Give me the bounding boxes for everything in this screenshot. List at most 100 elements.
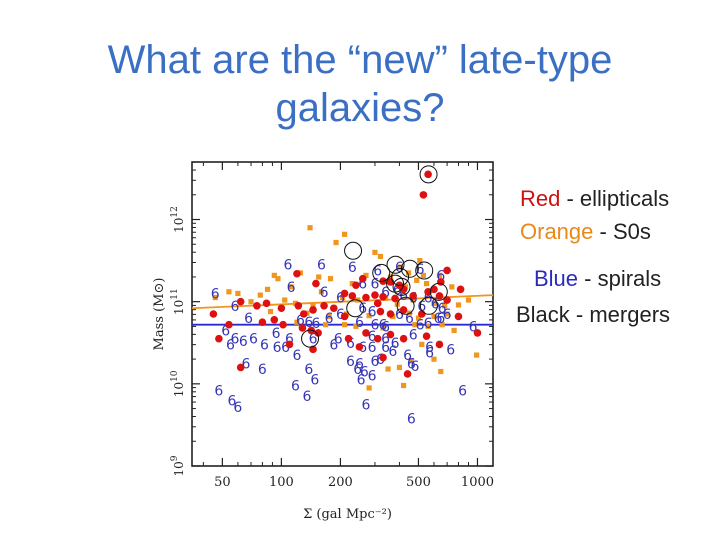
s0-point — [410, 297, 416, 303]
s0-point — [385, 366, 391, 372]
spiral-point: 6 — [458, 383, 467, 399]
elliptical-point — [270, 315, 279, 324]
legend-sep: - — [593, 219, 613, 244]
spiral-point: 6 — [329, 337, 338, 353]
s0-point — [267, 308, 274, 315]
spiral-point: 6 — [334, 332, 343, 348]
spiral-point: 6 — [362, 397, 371, 413]
spiral-point: 6 — [381, 285, 390, 301]
spiral-point: 6 — [346, 354, 355, 370]
spiral-point: 6 — [405, 311, 414, 327]
spiral-point: 6 — [370, 354, 379, 370]
s0-point — [341, 322, 348, 328]
spiral-point: 6 — [381, 340, 390, 356]
spiral-point: 6 — [231, 299, 240, 315]
elliptical-point — [373, 299, 382, 308]
merger-point — [392, 277, 411, 296]
elliptical-point — [473, 329, 482, 337]
legend-item-mergers: Black - mergers — [516, 302, 670, 328]
spiral-point: 6 — [424, 316, 433, 332]
s0-point — [271, 272, 277, 278]
s0-point — [275, 276, 281, 282]
spiral-point: 6 — [469, 319, 478, 335]
spiral-point: 6 — [438, 301, 447, 317]
elliptical-point — [362, 329, 370, 337]
spiral-point: 6 — [317, 258, 326, 274]
spiral-point: 6 — [446, 342, 455, 358]
legend-desc: spirals — [597, 266, 662, 291]
legend-sep: - — [578, 266, 598, 291]
spiral-point: 6 — [355, 356, 364, 372]
merger-point — [386, 255, 405, 274]
y-tick-label: 1011 — [170, 288, 186, 315]
spiral-point: 6 — [260, 337, 269, 353]
spiral-point: 6 — [239, 334, 248, 350]
elliptical-point — [386, 310, 395, 318]
s0-point — [333, 239, 339, 246]
elliptical-point — [399, 306, 408, 314]
spiral-point: 6 — [411, 359, 420, 375]
elliptical-point — [253, 301, 261, 310]
merger-point — [400, 259, 419, 278]
elliptical-point — [443, 266, 451, 275]
s0-point — [226, 289, 232, 295]
elliptical-point — [236, 297, 245, 306]
merger-point — [301, 329, 320, 348]
s0-point — [396, 364, 403, 371]
spiral-point: 6 — [373, 263, 382, 279]
spiral-point: 6 — [424, 291, 433, 307]
spiral-point: 6 — [368, 329, 377, 345]
s0-point — [444, 311, 450, 317]
s0-point — [377, 253, 384, 260]
y-axis-label: Mass (M⊙) — [152, 278, 167, 351]
spiral-point: 6 — [325, 311, 334, 327]
spiral-point: 6 — [346, 336, 355, 352]
s0-point — [327, 276, 334, 282]
legend-item-spirals: Blue - spirals — [534, 266, 661, 292]
spiral-point: 6 — [228, 393, 237, 409]
s0-point — [397, 264, 404, 270]
spiral-point: 6 — [425, 340, 434, 356]
spiral-point: 6 — [242, 356, 251, 372]
x-tick-label: 500 — [406, 475, 431, 490]
spiral-point: 6 — [399, 288, 408, 304]
spiral-point: 6 — [233, 400, 242, 416]
elliptical-point — [358, 274, 367, 283]
title-line-2: galaxies? — [275, 86, 445, 130]
spiral-point: 6 — [353, 362, 362, 378]
spiral-point: 6 — [407, 356, 416, 372]
s0-point — [316, 274, 322, 280]
legend-sep: - — [560, 186, 580, 211]
y-tick-label: 1010 — [170, 370, 186, 397]
spiral-point: 6 — [273, 340, 282, 356]
elliptical-point — [391, 294, 399, 303]
spiral-point: 6 — [285, 332, 294, 348]
elliptical-point — [299, 310, 308, 318]
spiral-point: 6 — [395, 307, 404, 323]
s0-point — [431, 313, 437, 320]
spiral-point: 6 — [355, 315, 364, 331]
elliptical-point — [209, 310, 218, 318]
s0-point — [414, 277, 420, 283]
s0-point — [212, 294, 218, 301]
spiral-point: 6 — [381, 332, 390, 348]
legend-item-s0s: Orange - S0s — [520, 219, 651, 245]
s0-point — [264, 286, 271, 292]
s0-point — [401, 382, 407, 389]
legend-desc: S0s — [612, 219, 651, 244]
s0-point — [288, 284, 294, 290]
elliptical-point — [329, 304, 338, 313]
s0-point — [423, 281, 430, 287]
x-tick-label: 200 — [328, 475, 353, 490]
legend-name: Red — [520, 186, 561, 211]
spiral-point: 6 — [336, 291, 345, 307]
spiral-point: 6 — [425, 346, 434, 362]
elliptical-point — [435, 340, 444, 349]
elliptical-point — [236, 363, 245, 372]
s0-point — [366, 385, 372, 391]
spiral-point: 6 — [407, 411, 416, 427]
spiral-point: 6 — [287, 280, 296, 296]
merger-point — [429, 282, 448, 301]
elliptical-point — [320, 301, 328, 310]
s0-point — [349, 281, 355, 287]
